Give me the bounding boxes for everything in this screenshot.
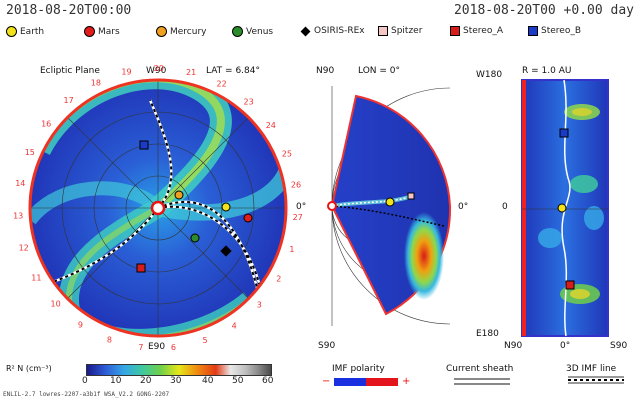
rotation-number: 26: [291, 181, 301, 190]
meridional-bottom-label: S90: [318, 341, 336, 351]
sun-icon-meridional: [327, 201, 337, 211]
radial-left-strip: [522, 80, 526, 336]
legend-stereo-b: Stereo_B: [528, 26, 581, 36]
rotation-number: 4: [232, 321, 237, 330]
earth-radial-icon: [557, 203, 567, 213]
rotation-number: 11: [31, 273, 41, 282]
imf-minus: −: [322, 376, 331, 387]
radial-mid-label: 0: [502, 202, 508, 212]
mercury-dot-icon: [156, 26, 167, 37]
date-left: 2018-08-20T00:00: [6, 3, 132, 18]
meridional-lon: LON = 0°: [358, 66, 400, 76]
rotation-number: 2: [276, 275, 281, 284]
imf-negative-swatch: [334, 378, 366, 386]
stereo-b-marker-icon: [139, 140, 149, 150]
rotation-number: 9: [78, 321, 83, 330]
colorbar-ticks: 0 10 20 30 40 50 60: [82, 376, 274, 386]
rotation-number: 13: [13, 211, 23, 220]
mars-marker-icon: [243, 213, 253, 223]
rotation-number: 8: [107, 335, 112, 344]
rotation-number: 24: [266, 121, 276, 130]
earth-marker-icon: [221, 202, 231, 212]
sheath-line-top: [454, 378, 510, 380]
imf-positive-swatch: [366, 378, 398, 386]
rotation-number: 18: [91, 79, 101, 88]
rotation-number: 19: [121, 68, 131, 77]
imf-plus: +: [402, 376, 411, 387]
ecliptic-title: Ecliptic Plane: [40, 66, 100, 76]
sheath-title: Current sheath: [446, 364, 514, 374]
osiris-diamond-icon: [300, 26, 311, 36]
footer-text: ENLIL-2.7 lowres-2207-a3b1f WSA_V2.2 GON…: [3, 391, 170, 398]
legend-mars: Mars: [84, 26, 120, 37]
rotation-number: 3: [257, 301, 262, 310]
meridional-hotspot: [404, 212, 444, 300]
radial-plot: [521, 79, 609, 337]
stereo-b-radial-icon: [559, 128, 569, 138]
radial-top-label: W180: [476, 70, 503, 80]
legend-spitzer: Spitzer: [378, 26, 422, 36]
imfline-dashes: [568, 379, 624, 381]
rotation-number: 20: [154, 64, 164, 73]
colorbar: [86, 364, 272, 376]
radial-x-right: S90: [610, 341, 628, 351]
stereo-a-marker-icon: [136, 263, 146, 273]
ecliptic-top-label: W90: [146, 66, 167, 76]
radial-bottom-label: E180: [476, 329, 499, 339]
legend-stereo-a: Stereo_A: [450, 26, 503, 36]
osiris-marker-icon: [220, 245, 232, 257]
legend-mercury: Mercury: [156, 26, 206, 37]
sheath-line-bottom: [454, 383, 510, 385]
rotation-number: 14: [15, 179, 25, 188]
stereo-a-radial-icon: [565, 280, 575, 290]
meridional-right-label: 0°: [458, 202, 469, 212]
rotation-number: 21: [186, 68, 196, 77]
legend: Earth Mars Mercury Venus OSIRIS-REx Spit…: [6, 26, 636, 42]
legend-osiris: OSIRIS-REx: [300, 26, 365, 36]
rotation-number: 27: [293, 213, 303, 222]
rotation-number: 7: [138, 343, 143, 350]
ecliptic-rim: [28, 78, 288, 338]
spitzer-square-icon: [378, 26, 388, 36]
ecliptic-bottom-label: E90: [148, 342, 166, 352]
radial-x-left: N90: [504, 341, 523, 351]
imfline-title: 3D IMF line: [566, 364, 617, 374]
earth-dot-icon: [6, 26, 17, 37]
mercury-marker-icon: [174, 190, 184, 200]
earth-marker-meridional-icon: [385, 197, 395, 207]
rotation-number: 12: [19, 243, 29, 252]
rotation-number: 1: [289, 245, 294, 254]
rotation-number: 17: [64, 96, 74, 105]
stereo-a-square-icon: [450, 26, 460, 36]
meridional-plot: [327, 86, 452, 326]
stereo-b-square-icon: [528, 26, 538, 36]
legend-earth: Earth: [6, 26, 44, 37]
mars-dot-icon: [84, 26, 95, 37]
rotation-number: 23: [244, 97, 254, 106]
sun-icon: [150, 200, 166, 216]
radial-x-mid: 0°: [560, 341, 571, 351]
meridional-top-label: N90: [316, 66, 335, 76]
rotation-number: 15: [25, 148, 35, 157]
imfline-swatch: [568, 376, 624, 384]
colorbar-label: R² N (cm⁻³): [6, 364, 52, 373]
rotation-number: 16: [41, 120, 51, 129]
imf-title: IMF polarity: [332, 364, 385, 374]
date-right: 2018-08-20T00 +0.00 day: [453, 3, 634, 18]
venus-marker-icon: [190, 233, 200, 243]
spitzer-marker-icon: [407, 192, 415, 200]
rotation-number: 10: [51, 300, 61, 309]
ecliptic-right-label: 0°: [296, 202, 307, 212]
ecliptic-lat: LAT = 6.84°: [206, 66, 260, 76]
radial-title: R = 1.0 AU: [522, 66, 572, 76]
rotation-number: 22: [217, 79, 227, 88]
rotation-number: 5: [203, 336, 208, 345]
rotation-number: 25: [282, 149, 292, 158]
venus-dot-icon: [232, 26, 243, 37]
ecliptic-plot: 19 20 212223242526271234567891011121314151…: [13, 64, 303, 350]
legend-venus: Venus: [232, 26, 273, 37]
rotation-numbers: 19 20 212223242526271234567891011121314151…: [13, 64, 303, 350]
rotation-number: 6: [171, 343, 176, 350]
